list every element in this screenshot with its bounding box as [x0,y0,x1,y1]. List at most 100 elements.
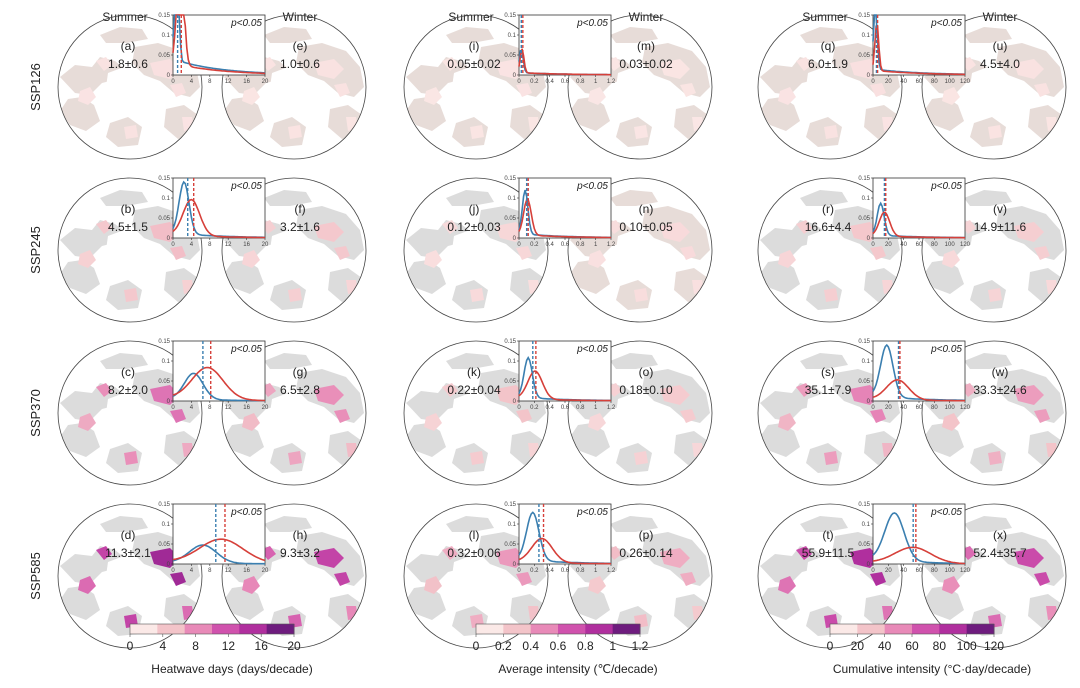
inset-xtick-label: 0 [871,405,875,411]
p-value-label: p<0.05 [576,344,608,355]
map-boundary [757,503,903,649]
map-land-1 [760,97,800,131]
inset-ytick-label: 0 [167,399,171,405]
map-land-4 [806,280,842,310]
map-land-5 [800,27,848,43]
inset-density-plot: 0 0.05 0.1 0.15 0 0.2 0.4 0.6 0.8 1 1.2 p<0.05 [504,339,616,411]
map-boundary [57,14,203,160]
inset-xtick-label: 8 [208,405,212,411]
average-intensity-column: Summer Winter (i) 0.05±0.02 (m) 0.03±0.02 0 0.0… [403,10,713,676]
map-heat-patch-1 [442,546,458,560]
map-heat-patch-0 [424,250,442,268]
map-land-4 [970,443,1006,473]
p-value-label: p<0.05 [576,507,608,518]
map-heat-patch-2 [660,548,690,568]
panel-row-ssp370: (c) 8.2±2.0 (g) 6.5±2.8 0 0.05 0.1 0.15 0 4 8 12 16 2… [57,339,367,486]
map-boundary [567,340,713,486]
map-heat-patch-1 [96,57,112,71]
inset-xtick-label: 40 [900,242,907,248]
map-land-1 [224,260,264,294]
inset-ytick-label: 0 [867,562,871,568]
inset-xtick-label: 1 [594,242,598,248]
map-heat-patch-2 [1014,222,1044,242]
inset-density-plot: 0 0.05 0.1 0.15 0 4 8 12 16 20 p<0.05 [158,176,269,248]
map-heat-patch-5 [334,409,350,423]
inset-ytick-label: 0.1 [862,359,871,365]
inset-density-plot: 0 0.05 0.1 0.15 0 20 40 60 80 100 120 p<0.05 [858,176,970,248]
inset-xtick-label: 0.8 [576,568,585,574]
map-arctic-ice [452,230,486,262]
map-heat-patch-1 [96,383,112,397]
map-heat-patch-1 [442,57,458,71]
map-heat-patch-2 [850,548,880,568]
scenario-label-ssp245: SSP245 [28,226,43,274]
density-curve-summer [872,211,965,239]
map-arctic-ice [616,67,650,99]
panel-value-winter: 14.9±11.6 [974,220,1027,234]
inset-xtick-label: 100 [945,568,956,574]
inset-ytick-label: 0.1 [508,359,517,365]
map-summer [57,340,203,486]
inset-ytick-label: 0.15 [504,339,516,345]
map-land-4 [970,117,1006,147]
colorbar-tick-label: 20 [287,639,301,653]
map-heat-patch-1 [796,546,812,560]
panel-label-winter: (x) [993,528,1007,542]
inset-xtick-label: 1.2 [607,79,616,85]
colorbar-tick-label: 40 [878,639,892,653]
inset-xtick-label: 120 [960,79,971,85]
header-summer: Summer [448,10,493,24]
map-heat-patch-2 [314,222,344,242]
map-heat-patch-4 [124,451,138,465]
map-land-1 [924,423,964,457]
map-heat-patch-0 [778,87,796,105]
map-arctic-ice [970,556,1004,588]
panel-value-winter: 6.5±2.8 [280,383,320,397]
map-heat-patch-5 [870,83,886,97]
map-land-4 [270,117,306,147]
map-heat-patch-0 [778,413,796,431]
map-heat-patch-5 [516,83,532,97]
p-value-label: p<0.05 [930,344,962,355]
map-heat-patch-5 [516,409,532,423]
inset-xtick-label: 20 [262,79,269,85]
map-heat-patch-2 [150,59,180,79]
map-summer [57,503,203,649]
map-boundary [757,340,903,486]
map-land-1 [760,423,800,457]
inset-ytick-label: 0.05 [858,53,870,59]
map-land-5 [100,516,148,532]
map-boundary [403,14,549,160]
map-boundary [567,14,713,160]
inset-xtick-label: 20 [262,568,269,574]
inset-ytick-label: 0.05 [504,379,516,385]
inset-density-plot: 0 0.05 0.1 0.15 0 20 40 60 80 100 120 p<0.05 [858,13,970,85]
inset-xtick-label: 0 [171,79,175,85]
panel-value-summer: 0.32±0.06 [447,546,501,560]
inset-xtick-label: 0 [517,568,521,574]
colorbar-segment-0 [130,624,158,634]
inset-xtick-label: 0.6 [561,405,570,411]
panel-value-winter: 4.5±4.0 [980,57,1020,71]
inset-xtick-label: 80 [931,405,938,411]
map-heat-patch-2 [850,385,880,405]
map-heat-patch-5 [680,409,696,423]
panel-label-winter: (f) [294,202,305,216]
map-land-1 [924,97,964,131]
map-land-5 [264,353,312,369]
map-heat-patch-2 [1014,59,1044,79]
inset-xtick-label: 0.4 [545,242,554,248]
inset-ytick-label: 0 [867,399,871,405]
cumulative-intensity-column: Summer Winter (q) 6.0±1.9 (u) 4.5±4.0 0 0.05 0.1… [757,10,1067,676]
colorbar-tick-label: 1 [609,639,616,653]
panel-label-winter: (v) [993,202,1007,216]
inset-xtick-label: 40 [900,79,907,85]
map-heat-patch-0 [78,576,96,594]
inset-ytick-label: 0.05 [158,379,170,385]
map-land-1 [60,423,100,457]
map-heat-patch-4 [634,288,648,302]
inset-ytick-label: 0.15 [504,13,516,19]
colorbar-segment-2 [184,624,213,634]
inset-ytick-label: 0 [167,562,171,568]
panel-label-summer: (j) [469,202,480,216]
